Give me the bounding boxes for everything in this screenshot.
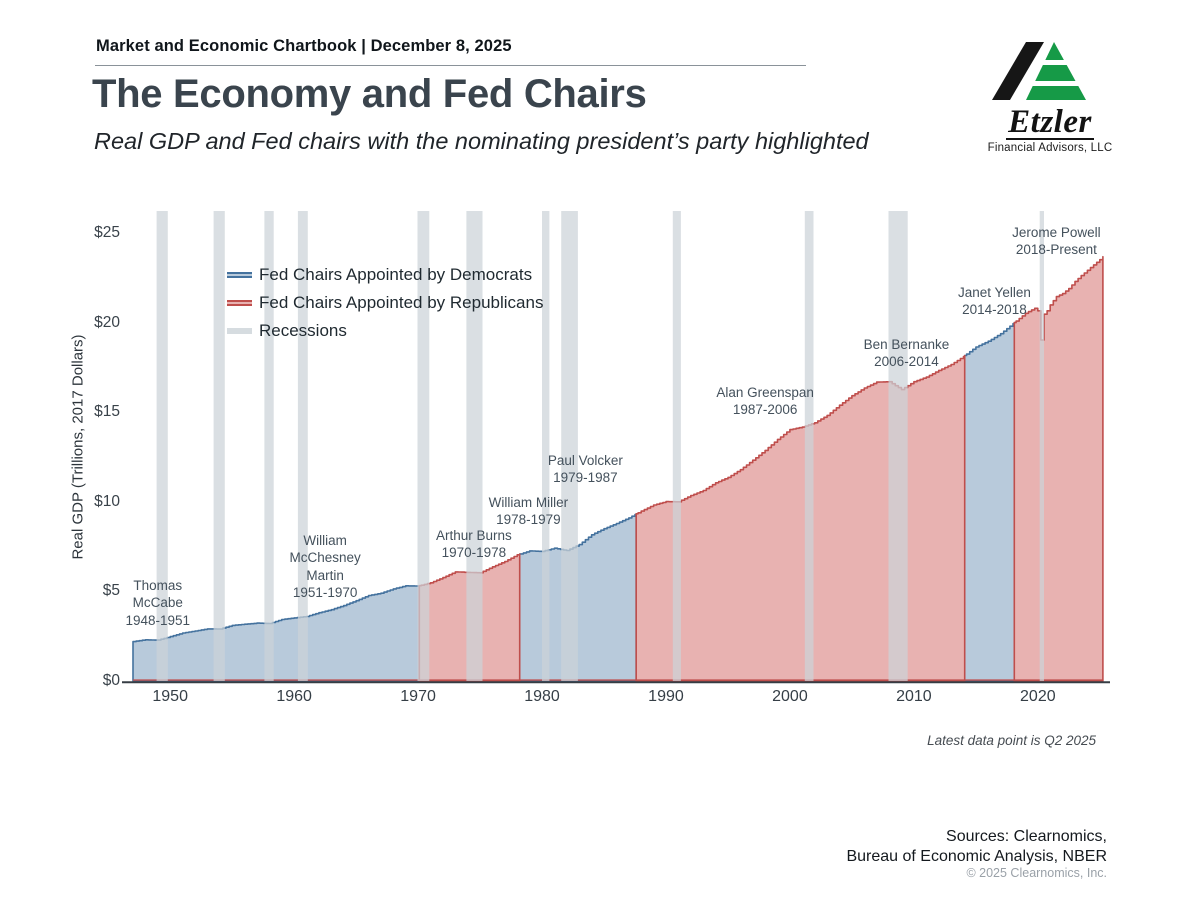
legend-swatch-icon: [227, 300, 252, 306]
y-axis-title: Real GDP (Trillions, 2017 Dollars): [69, 334, 87, 560]
x-tick-label: 1950: [152, 688, 188, 705]
sources-text: Sources: Clearnomics, Bureau of Economic…: [846, 827, 1107, 866]
fed-chair-label: William McChesney Martin 1951-1970: [289, 533, 361, 600]
fed-chair-label: Thomas McCabe 1948-1951: [125, 578, 191, 628]
legend-swatch-icon: [227, 272, 252, 278]
copyright-text: © 2025 Clearnomics, Inc.: [966, 866, 1107, 880]
x-tick-label: 2000: [772, 688, 808, 705]
sources-line-2: Bureau of Economic Analysis, NBER: [846, 847, 1107, 865]
legend-label: Fed Chairs Appointed by Republicans: [259, 293, 544, 312]
y-tick-label: $5: [102, 582, 120, 600]
recession-band: [213, 211, 225, 681]
y-tick-label: $0: [102, 672, 120, 689]
x-tick-label: 1980: [524, 688, 560, 705]
y-tick-label: $25: [94, 224, 120, 241]
header-divider: [95, 65, 806, 66]
recession-band: [417, 211, 430, 681]
report-kicker: Market and Economic Chartbook | December…: [96, 37, 512, 55]
x-tick-label: 1970: [400, 688, 436, 705]
legend-item: Fed Chairs Appointed by Democrats: [227, 261, 543, 289]
x-tick-label: 1960: [276, 688, 312, 705]
page-subtitle: Real GDP and Fed chairs with the nominat…: [94, 128, 869, 154]
recession-band: [156, 211, 168, 681]
sources-line-1: Sources: Clearnomics,: [946, 828, 1107, 845]
y-tick-label: $10: [94, 492, 120, 510]
recession-band: [804, 211, 814, 681]
chart-legend: Fed Chairs Appointed by Democrats Fed Cha…: [227, 261, 543, 345]
recession-band: [561, 211, 578, 681]
latest-data-note: Latest data point is Q2 2025: [927, 733, 1096, 748]
legend-label: Recessions: [259, 321, 347, 340]
fed-chair-label: Ben Bernanke 2006-2014: [863, 337, 950, 370]
recession-band: [672, 211, 681, 681]
fed-chair-label: William Miller 1978-1979: [488, 494, 569, 528]
logo-subtitle: Financial Advisors, LLC: [987, 142, 1113, 154]
x-tick-label: 2010: [896, 688, 932, 705]
recession-band: [1039, 211, 1044, 681]
company-logo: Etzler Financial Advisors, LLC: [982, 40, 1118, 154]
fed-chair-label: Janet Yellen 2014-2018: [958, 285, 1031, 318]
y-tick-label: $20: [94, 313, 120, 331]
legend-item: Recessions: [227, 317, 543, 345]
y-tick-label: $15: [94, 403, 120, 421]
fed-chair-label: Paul Volcker 1979-1987: [547, 452, 623, 486]
fed-chair-label: Jerome Powell 2018-Present: [1012, 225, 1101, 258]
logo-mark-icon: [992, 42, 1086, 100]
recession-band: [542, 211, 550, 681]
x-tick-label: 2020: [1020, 688, 1056, 705]
fed-chair-label: Alan Greenspan 1987-2006: [716, 385, 814, 418]
democrat-region: [132, 584, 421, 682]
page-title: The Economy and Fed Chairs: [92, 72, 647, 116]
x-tick-label: 1990: [648, 688, 684, 705]
logo-wordmark: Etzler: [1006, 104, 1094, 140]
recession-band: [888, 211, 908, 681]
recession-band: [264, 211, 274, 681]
fed-chair-label: Arthur Burns 1970-1978: [435, 527, 512, 561]
legend-swatch-icon: [227, 328, 252, 334]
republican-region: [1013, 255, 1104, 682]
democrat-region: [963, 321, 1016, 682]
democrat-region: [518, 513, 637, 682]
legend-label: Fed Chairs Appointed by Democrats: [259, 265, 533, 284]
recession-band: [297, 211, 308, 681]
recession-band: [466, 211, 483, 681]
legend-item: Fed Chairs Appointed by Republicans: [227, 289, 543, 317]
